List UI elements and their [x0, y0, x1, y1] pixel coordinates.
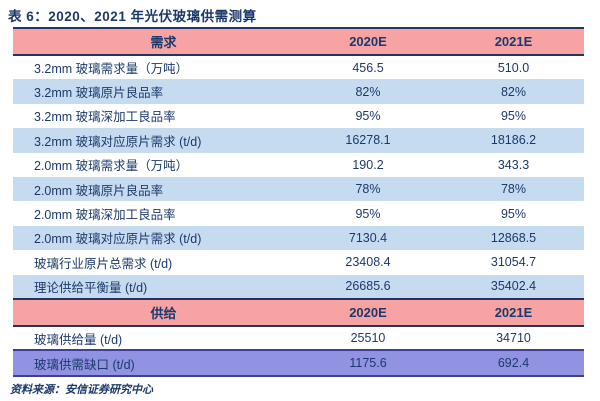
table-row: 3.2mm 玻璃深加工良品率 95% 95% [13, 103, 584, 129]
table-row: 玻璃行业原片总需求 (t/d) 23408.4 31054.7 [13, 250, 584, 275]
value-2020e: 16278.1 [293, 128, 443, 153]
row-label: 3.2mm 玻璃对应原片需求 (t/d) [13, 128, 293, 153]
value-2020e: 2020E [293, 297, 443, 327]
value-2021e: 692.4 [443, 349, 584, 378]
table-row: 3.2mm 玻璃原片良品率 82% 82% [13, 79, 584, 104]
table-row: 玻璃供给量 (t/d) 25510 34710 [13, 325, 584, 351]
table-row: 2.0mm 玻璃需求量（万吨） 190.2 343.3 [13, 152, 584, 177]
table-row: 3.2mm 玻璃需求量（万吨） 456.5 510.0 [13, 55, 584, 80]
table-row: 2.0mm 玻璃原片良品率 78% 78% [13, 176, 584, 202]
value-2021e: 95% [443, 201, 584, 226]
table-row: 3.2mm 玻璃对应原片需求 (t/d) 16278.1 18186.2 [13, 128, 584, 153]
value-2020e: 456.5 [293, 55, 443, 80]
value-2021e: 12868.5 [443, 225, 584, 251]
value-2021e: 82% [443, 79, 584, 104]
row-label: 2.0mm 玻璃原片良品率 [13, 176, 293, 202]
value-2021e: 510.0 [443, 55, 584, 80]
row-label: 玻璃供给量 (t/d) [13, 325, 293, 351]
value-2021e: 2021E [443, 297, 584, 327]
value-2021e: 2021E [443, 27, 584, 56]
table-title: 表 6：2020、2021 年光伏玻璃供需测算 [8, 9, 257, 24]
row-label: 3.2mm 玻璃需求量（万吨） [13, 55, 293, 80]
supply-demand-table: 需求 2020E 2021E 3.2mm 玻璃需求量（万吨） 456.5 510.0 3.2… [13, 27, 584, 378]
value-2020e: 1175.6 [293, 349, 443, 378]
gap-highlight-row: 玻璃供需缺口 (t/d) 1175.6 692.4 [13, 349, 584, 378]
row-label: 玻璃行业原片总需求 (t/d) [13, 250, 293, 275]
value-2020e: 78% [293, 176, 443, 202]
section-header-row: 供给 2020E 2021E [13, 297, 584, 327]
value-2020e: 23408.4 [293, 250, 443, 275]
value-2020e: 190.2 [293, 152, 443, 177]
value-2021e: 35402.4 [443, 274, 584, 299]
source-note: 资料来源：安信证券研究中心 [10, 384, 153, 396]
row-label: 需求 [13, 27, 293, 56]
row-label: 2.0mm 玻璃对应原片需求 (t/d) [13, 225, 293, 251]
value-2021e: 343.3 [443, 152, 584, 177]
row-label: 玻璃供需缺口 (t/d) [13, 349, 293, 378]
value-2020e: 25510 [293, 325, 443, 351]
value-2020e: 82% [293, 79, 443, 104]
value-2021e: 78% [443, 176, 584, 202]
supply-demand-table-body: 需求 2020E 2021E 3.2mm 玻璃需求量（万吨） 456.5 510.0 3.2… [13, 27, 584, 378]
table-row: 2.0mm 玻璃对应原片需求 (t/d) 7130.4 12868.5 [13, 225, 584, 251]
row-label: 2.0mm 玻璃深加工良品率 [13, 201, 293, 226]
row-label: 理论供给平衡量 (t/d) [13, 274, 293, 299]
value-2021e: 95% [443, 103, 584, 129]
row-label: 2.0mm 玻璃需求量（万吨） [13, 152, 293, 177]
value-2021e: 18186.2 [443, 128, 584, 153]
value-2020e: 95% [293, 201, 443, 226]
value-2020e: 2020E [293, 27, 443, 56]
value-2021e: 34710 [443, 325, 584, 351]
table-row: 理论供给平衡量 (t/d) 26685.6 35402.4 [13, 274, 584, 299]
value-2020e: 95% [293, 103, 443, 129]
row-label: 供给 [13, 297, 293, 327]
row-label: 3.2mm 玻璃原片良品率 [13, 79, 293, 104]
value-2020e: 7130.4 [293, 225, 443, 251]
table-row: 2.0mm 玻璃深加工良品率 95% 95% [13, 201, 584, 226]
section-header-row: 需求 2020E 2021E [13, 27, 584, 56]
row-label: 3.2mm 玻璃深加工良品率 [13, 103, 293, 129]
value-2020e: 26685.6 [293, 274, 443, 299]
value-2021e: 31054.7 [443, 250, 584, 275]
